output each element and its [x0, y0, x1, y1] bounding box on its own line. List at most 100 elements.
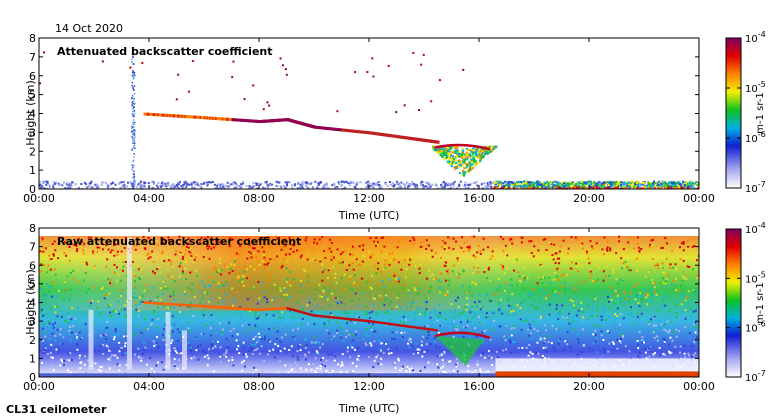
pixel: [320, 126, 324, 130]
pixel: [513, 325, 516, 328]
pixel: [596, 184, 599, 187]
pixel: [165, 185, 168, 188]
pixel: [455, 159, 458, 162]
pixel: [468, 169, 471, 172]
pixel: [630, 312, 633, 315]
pixel: [131, 110, 134, 113]
pixel: [123, 184, 126, 187]
pixel: [105, 344, 108, 347]
pixel: [329, 312, 332, 315]
pixel: [65, 288, 68, 291]
pixel: [515, 258, 518, 261]
pixel: [454, 156, 457, 159]
pixel: [147, 257, 150, 260]
pixel: [208, 116, 211, 120]
pixel: [314, 180, 317, 183]
pixel: [212, 268, 215, 271]
pixel: [666, 187, 669, 189]
pixel: [373, 297, 376, 300]
pixel: [218, 269, 221, 272]
pixel: [328, 290, 331, 293]
pixel: [615, 184, 618, 187]
pixel: [420, 344, 423, 347]
pixel: [107, 186, 110, 189]
pixel: [343, 311, 346, 314]
pixel: [604, 275, 607, 278]
pixel: [650, 185, 653, 188]
pixel: [551, 254, 554, 257]
pixel: [420, 180, 423, 183]
pixel: [362, 244, 365, 247]
pixel: [683, 187, 686, 189]
pixel: [183, 187, 186, 189]
pixel: [589, 314, 592, 317]
pixel: [227, 185, 230, 188]
pixel: [370, 185, 373, 188]
pixel: [635, 329, 638, 332]
pixel: [275, 180, 278, 183]
pixel: [351, 261, 354, 264]
pixel: [601, 248, 604, 251]
pixel: [489, 300, 492, 303]
pixel: [566, 343, 569, 346]
pixel: [317, 340, 320, 343]
pixel: [357, 263, 360, 266]
pixel: [573, 186, 576, 189]
pixel: [653, 286, 656, 289]
pixel: [354, 186, 357, 189]
pixel: [69, 271, 72, 274]
pixel: [434, 341, 437, 344]
pixel: [188, 183, 191, 186]
pixel: [564, 182, 567, 185]
pixel: [229, 237, 232, 240]
pixel: [231, 183, 234, 186]
pixel: [265, 313, 268, 316]
pixel: [586, 250, 589, 253]
pixel: [590, 187, 593, 189]
pixel: [461, 312, 464, 315]
pixel: [266, 263, 269, 266]
pixel: [242, 353, 245, 356]
pixel: [336, 331, 339, 334]
pixel: [285, 293, 288, 296]
pixel: [649, 187, 652, 189]
pixel: [276, 237, 279, 240]
pixel: [194, 115, 198, 119]
pixel: [159, 287, 162, 290]
pixel: [692, 185, 695, 188]
pixel: [505, 267, 508, 270]
pixel: [172, 347, 175, 350]
pixel: [372, 75, 375, 78]
pixel: [691, 182, 694, 185]
pixel: [124, 236, 127, 239]
pixel: [387, 311, 390, 314]
pixel: [474, 282, 477, 285]
pixel: [316, 351, 319, 354]
pixel: [412, 352, 415, 355]
pixel: [216, 271, 219, 274]
pixel: [388, 303, 391, 306]
pixel: [117, 334, 120, 337]
pixel: [258, 263, 261, 266]
pixel: [321, 263, 324, 266]
pixel: [53, 305, 56, 308]
pixel: [455, 240, 458, 243]
superscript: -5: [758, 80, 766, 89]
pixel: [98, 246, 101, 249]
pixel: [555, 293, 558, 296]
pixel: [131, 101, 134, 104]
pixel: [39, 187, 42, 189]
pixel: [344, 331, 347, 334]
pixel: [390, 351, 393, 354]
pixel: [413, 319, 416, 322]
pixel: [643, 185, 646, 188]
pixel: [359, 264, 362, 267]
pixel: [54, 311, 57, 314]
pixel: [131, 182, 134, 185]
pixel: [231, 359, 234, 362]
pixel: [155, 336, 158, 339]
pixel: [472, 149, 475, 152]
pixel: [667, 331, 670, 334]
pixel: [588, 277, 591, 280]
pixel: [364, 331, 367, 334]
